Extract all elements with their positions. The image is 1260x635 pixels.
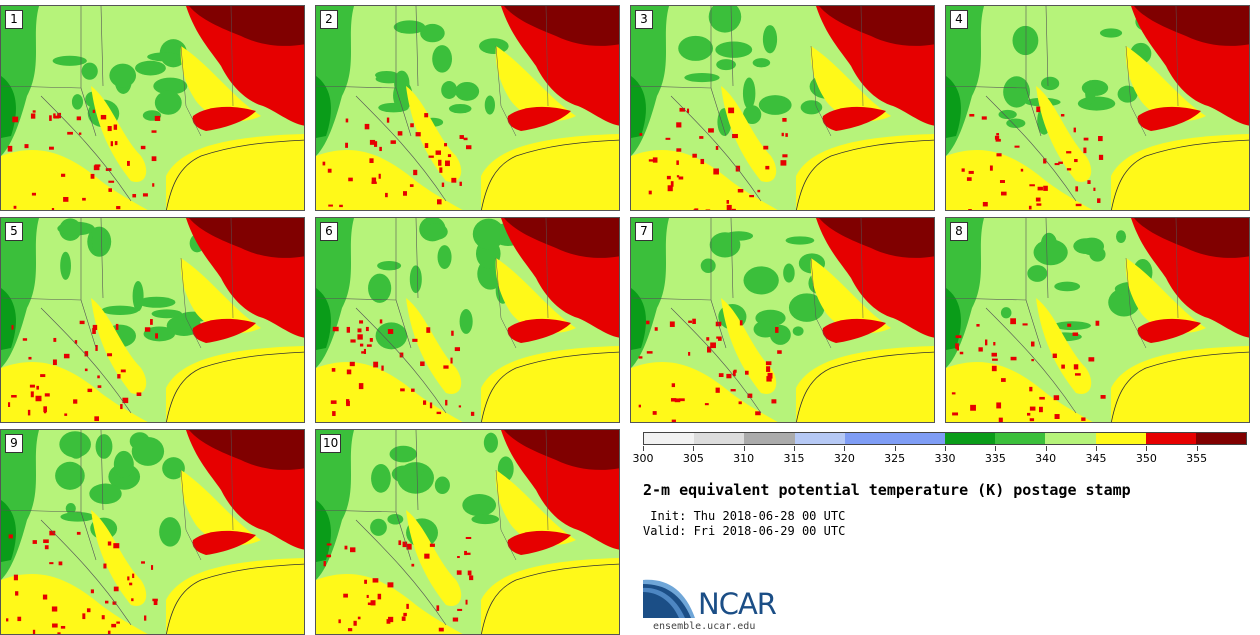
map-10 <box>316 430 619 634</box>
colorbar-swatch <box>644 433 695 444</box>
ncar-logo-text: NCAR <box>698 587 777 621</box>
colorbar-tick-label: 325 <box>884 452 906 465</box>
map-9 <box>1 430 304 634</box>
colorbar-tick <box>995 446 997 451</box>
member-label: 6 <box>320 222 338 241</box>
colorbar-tick <box>894 446 896 451</box>
colorbar-tick <box>643 446 644 451</box>
member-panel-9: 9 <box>0 429 305 635</box>
member-label: 2 <box>320 10 338 29</box>
colorbar-tick <box>1146 446 1148 451</box>
colorbar-swatch <box>894 433 946 444</box>
map-7 <box>631 218 934 422</box>
colorbar-swatch <box>1145 433 1196 444</box>
colorbar-swatch <box>995 433 1046 444</box>
colorbar-tick <box>1045 446 1047 451</box>
colorbar-swatch <box>844 433 895 444</box>
member-label: 4 <box>950 10 968 29</box>
map-1 <box>1 6 304 210</box>
member-panel-7: 7 <box>630 217 935 423</box>
map-6 <box>316 218 619 422</box>
colorbar-swatch <box>1195 433 1247 444</box>
colorbar-tick-label: 340 <box>1035 452 1057 465</box>
colorbar-tick <box>945 446 946 451</box>
colorbar-swatch <box>1045 433 1096 444</box>
ncar-logo-icon <box>643 579 695 618</box>
colorbar-tick-label: 330 <box>934 452 956 465</box>
colorbar-tick-label: 305 <box>682 452 704 465</box>
member-panel-6: 6 <box>315 217 620 423</box>
member-label: 8 <box>950 222 968 241</box>
colorbar-swatch <box>794 433 845 444</box>
colorbar-tick-label: 345 <box>1085 452 1107 465</box>
member-label: 10 <box>320 434 342 453</box>
colorbar-swatch <box>694 433 745 444</box>
colorbar-tick <box>794 446 795 451</box>
page-title: 2-m equivalent potential temperature (K)… <box>643 481 1131 499</box>
colorbar-swatch <box>744 433 795 444</box>
colorbar <box>643 432 1247 445</box>
map-3 <box>631 6 934 210</box>
colorbar-swatch <box>1095 433 1146 444</box>
member-panel-5: 5 <box>0 217 305 423</box>
colorbar-swatch <box>945 433 996 444</box>
map-8 <box>946 218 1249 422</box>
colorbar-tick <box>743 446 745 451</box>
member-panel-3: 3 <box>630 5 935 211</box>
map-4 <box>946 6 1249 210</box>
colorbar-tick <box>1096 446 1097 451</box>
member-label: 9 <box>5 434 23 453</box>
map-5 <box>1 218 304 422</box>
member-label: 1 <box>5 10 23 29</box>
member-panel-10: 10 <box>315 429 620 635</box>
colorbar-tick-label: 310 <box>733 452 755 465</box>
member-panel-4: 4 <box>945 5 1250 211</box>
colorbar-tick-label: 320 <box>833 452 855 465</box>
valid-time: Valid: Fri 2018-06-29 00 UTC <box>643 524 846 538</box>
member-label: 7 <box>635 222 653 241</box>
map-2 <box>316 6 619 210</box>
colorbar-tick-label: 315 <box>783 452 805 465</box>
colorbar-tick <box>1196 446 1198 451</box>
member-panel-1: 1 <box>0 5 305 211</box>
colorbar-tick-label: 350 <box>1135 452 1157 465</box>
colorbar-tick-label: 300 <box>632 452 654 465</box>
member-panel-2: 2 <box>315 5 620 211</box>
colorbar-tick-label: 335 <box>984 452 1006 465</box>
colorbar-tick <box>693 446 695 451</box>
site-url: ensemble.ucar.edu <box>653 621 756 632</box>
colorbar-tick <box>844 446 846 451</box>
init-time: Init: Thu 2018-06-28 00 UTC <box>643 509 846 523</box>
member-label: 3 <box>635 10 653 29</box>
colorbar-ticks: 300 305 310 315 320 325 330 335 340 345 350 355 <box>633 446 1247 466</box>
member-panel-8: 8 <box>945 217 1250 423</box>
member-label: 5 <box>5 222 23 241</box>
colorbar-tick-label: 355 <box>1186 452 1208 465</box>
